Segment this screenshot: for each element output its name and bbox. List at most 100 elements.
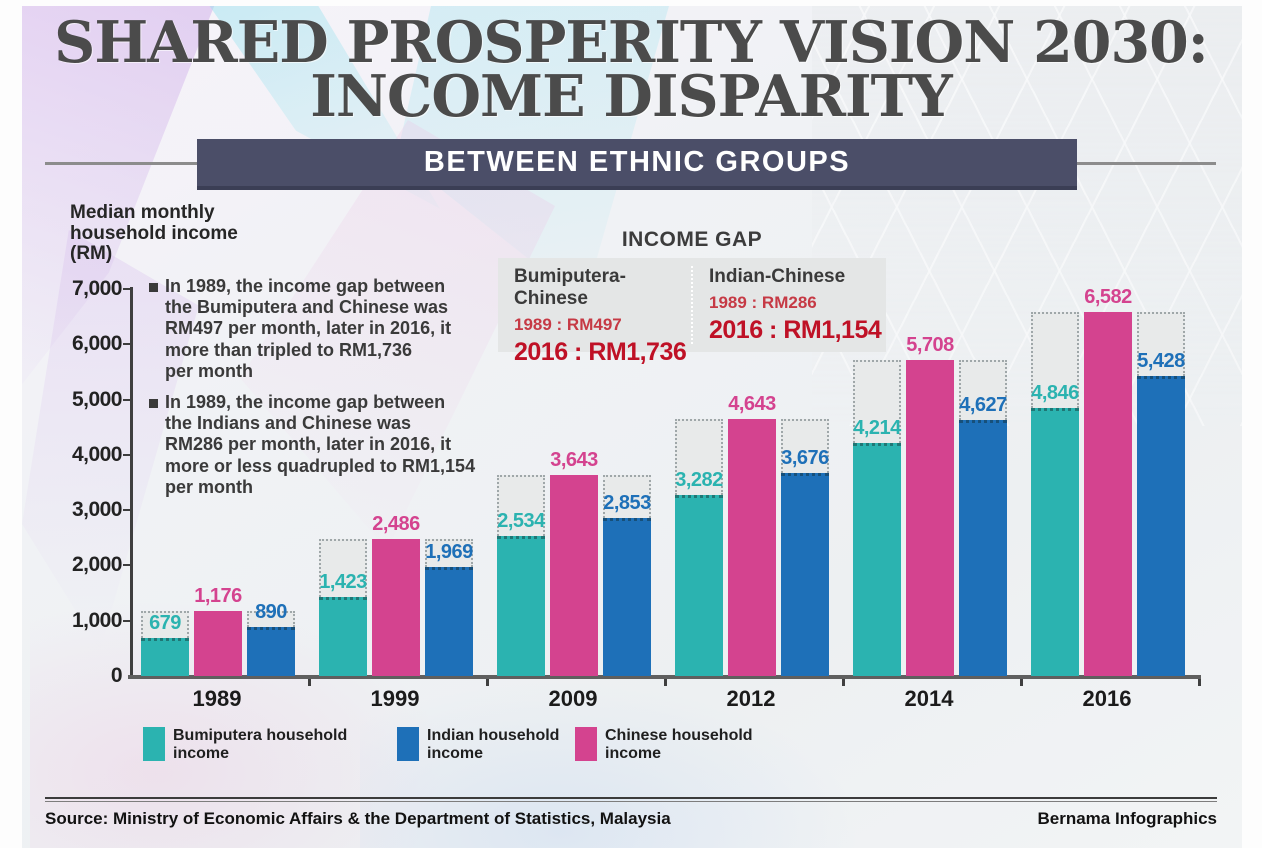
y-tick-mark: [123, 509, 130, 512]
x-category-label: 1989: [192, 686, 242, 711]
x-tick-mark: [842, 679, 845, 686]
bar-chinese: [728, 419, 776, 676]
bar-indian: [959, 420, 1007, 676]
income-gap-col-bumiputera-chinese: Bumiputera-Chinese 1989 : RM497 2016 : R…: [514, 266, 691, 366]
y-tick-mark: [123, 288, 130, 290]
income-gap-2016-value: 2016 : RM1,736: [514, 338, 687, 366]
y-axis-title: Median monthly household income (RM): [70, 202, 238, 265]
legend-item: Chinese household income: [575, 727, 753, 762]
ghost-bar: [781, 419, 829, 473]
bar-value-label: 2,853: [603, 492, 651, 515]
bar-value-label: 890: [255, 600, 287, 623]
bar-value-label: 4,214: [853, 417, 901, 440]
income-gap-label: Indian-Chinese: [709, 266, 846, 287]
x-category-label: 2014: [904, 686, 954, 711]
y-tick-mark: [123, 619, 130, 622]
bar-indian: [425, 567, 473, 676]
bar-value-label: 1,176: [194, 584, 242, 607]
legend-swatch: [397, 727, 419, 761]
legend-item: Indian household income: [397, 727, 559, 762]
publisher-credit: Bernama Infographics: [1037, 809, 1218, 828]
section-banner: BETWEEN ETHNIC GROUPS: [197, 139, 1077, 190]
ghost-bar: [675, 419, 723, 495]
y-tick-mark: [123, 564, 130, 567]
legend-label: Indian household income: [427, 727, 560, 762]
bar-bumiputera: [853, 443, 901, 676]
page-title-line2: INCOME DISPARITY: [310, 63, 953, 131]
income-gap-1989-value: 1989 : RM286: [709, 293, 817, 312]
ghost-bar: [425, 538, 473, 568]
bar-value-label: 3,676: [781, 446, 829, 469]
x-tick-mark: [308, 679, 311, 686]
bar-indian: [603, 518, 651, 676]
banner-rule-left: [45, 162, 197, 165]
income-gap-1989-value: 1989 : RM497: [514, 315, 622, 334]
bar-indian: [781, 472, 829, 676]
ghost-bar: [603, 474, 651, 519]
bar-value-label: 679: [149, 612, 181, 635]
y-tick-label: 1,000: [71, 608, 123, 632]
x-category-label: 2016: [1082, 686, 1132, 711]
bar-bumiputera: [141, 638, 189, 676]
income-gap-2016-value: 2016 : RM1,154: [709, 316, 882, 344]
x-axis-line: [128, 675, 1201, 679]
footer-rule-secondary: [45, 801, 1217, 802]
note-bullet-icon: [149, 283, 158, 292]
legend-item: Bumiputera household income: [143, 727, 347, 762]
bar-chinese: [906, 360, 954, 676]
legend-swatch: [575, 727, 597, 761]
bar-value-label: 4,643: [728, 393, 776, 416]
note-bumiputera-chinese: In 1989, the income gap between the Bumi…: [165, 276, 452, 381]
bar-value-label: 2,534: [497, 509, 545, 532]
legend-label: Chinese household income: [605, 727, 753, 762]
bar-value-label: 1,423: [319, 571, 367, 594]
x-category-label: 1999: [370, 686, 420, 711]
bar-value-label: 2,486: [372, 512, 420, 535]
ghost-bar: [959, 360, 1007, 421]
y-tick-mark: [123, 453, 130, 456]
y-tick-label: 3,000: [71, 498, 123, 522]
bar-chinese: [194, 610, 242, 676]
bar-bumiputera: [497, 535, 545, 676]
bar-bumiputera: [675, 494, 723, 676]
bar-value-label: 5,708: [906, 334, 954, 357]
y-tick-mark: [123, 398, 130, 401]
legend-label: Bumiputera household income: [173, 727, 348, 762]
ghost-bar: [247, 610, 295, 627]
x-tick-mark: [1198, 679, 1201, 686]
y-tick-label: 4,000: [71, 442, 123, 466]
bar-value-label: 6,582: [1084, 286, 1132, 309]
page-title: SHARED PROSPERITY VISION 2030: INCOME DI…: [0, 9, 1262, 131]
y-tick-label: 0: [110, 664, 123, 687]
bar-bumiputera: [1031, 408, 1079, 676]
bar-value-label: 1,969: [425, 541, 473, 564]
y-tick-label: 7,000: [71, 277, 123, 300]
y-tick-label: 5,000: [71, 387, 123, 411]
income-gap-label: Bumiputera-Chinese: [514, 266, 626, 309]
bar-chinese: [550, 474, 598, 676]
note-indian-chinese: In 1989, the income gap between the Indi…: [165, 392, 476, 497]
income-gap-box: Bumiputera-Chinese 1989 : RM497 2016 : R…: [498, 258, 886, 366]
x-category-label: 2012: [726, 686, 776, 711]
bar-value-label: 4,627: [959, 394, 1007, 417]
bar-value-label: 4,846: [1031, 382, 1079, 405]
bar-value-label: 5,428: [1137, 349, 1185, 372]
y-tick-mark: [123, 343, 130, 346]
legend-swatch: [143, 727, 165, 761]
y-tick-label: 2,000: [71, 553, 123, 577]
y-axis-line: [130, 287, 133, 676]
note-bullet-icon: [149, 399, 158, 408]
income-gap-col-indian-chinese: Indian-Chinese 1989 : RM286 2016 : RM1,1…: [691, 266, 886, 344]
income-gap-title: INCOME GAP: [621, 228, 763, 251]
footer-rule: [45, 797, 1217, 799]
bar-indian: [247, 626, 295, 676]
page-title-line1: SHARED PROSPERITY VISION 2030:: [54, 9, 1209, 76]
bar-chinese: [1084, 312, 1132, 676]
x-tick-mark: [664, 679, 667, 686]
source-credit: Source: Ministry of Economic Affairs & t…: [45, 809, 671, 828]
ghost-bar: [319, 538, 367, 598]
x-tick-mark: [486, 679, 489, 686]
ghost-bar: [1137, 312, 1185, 376]
